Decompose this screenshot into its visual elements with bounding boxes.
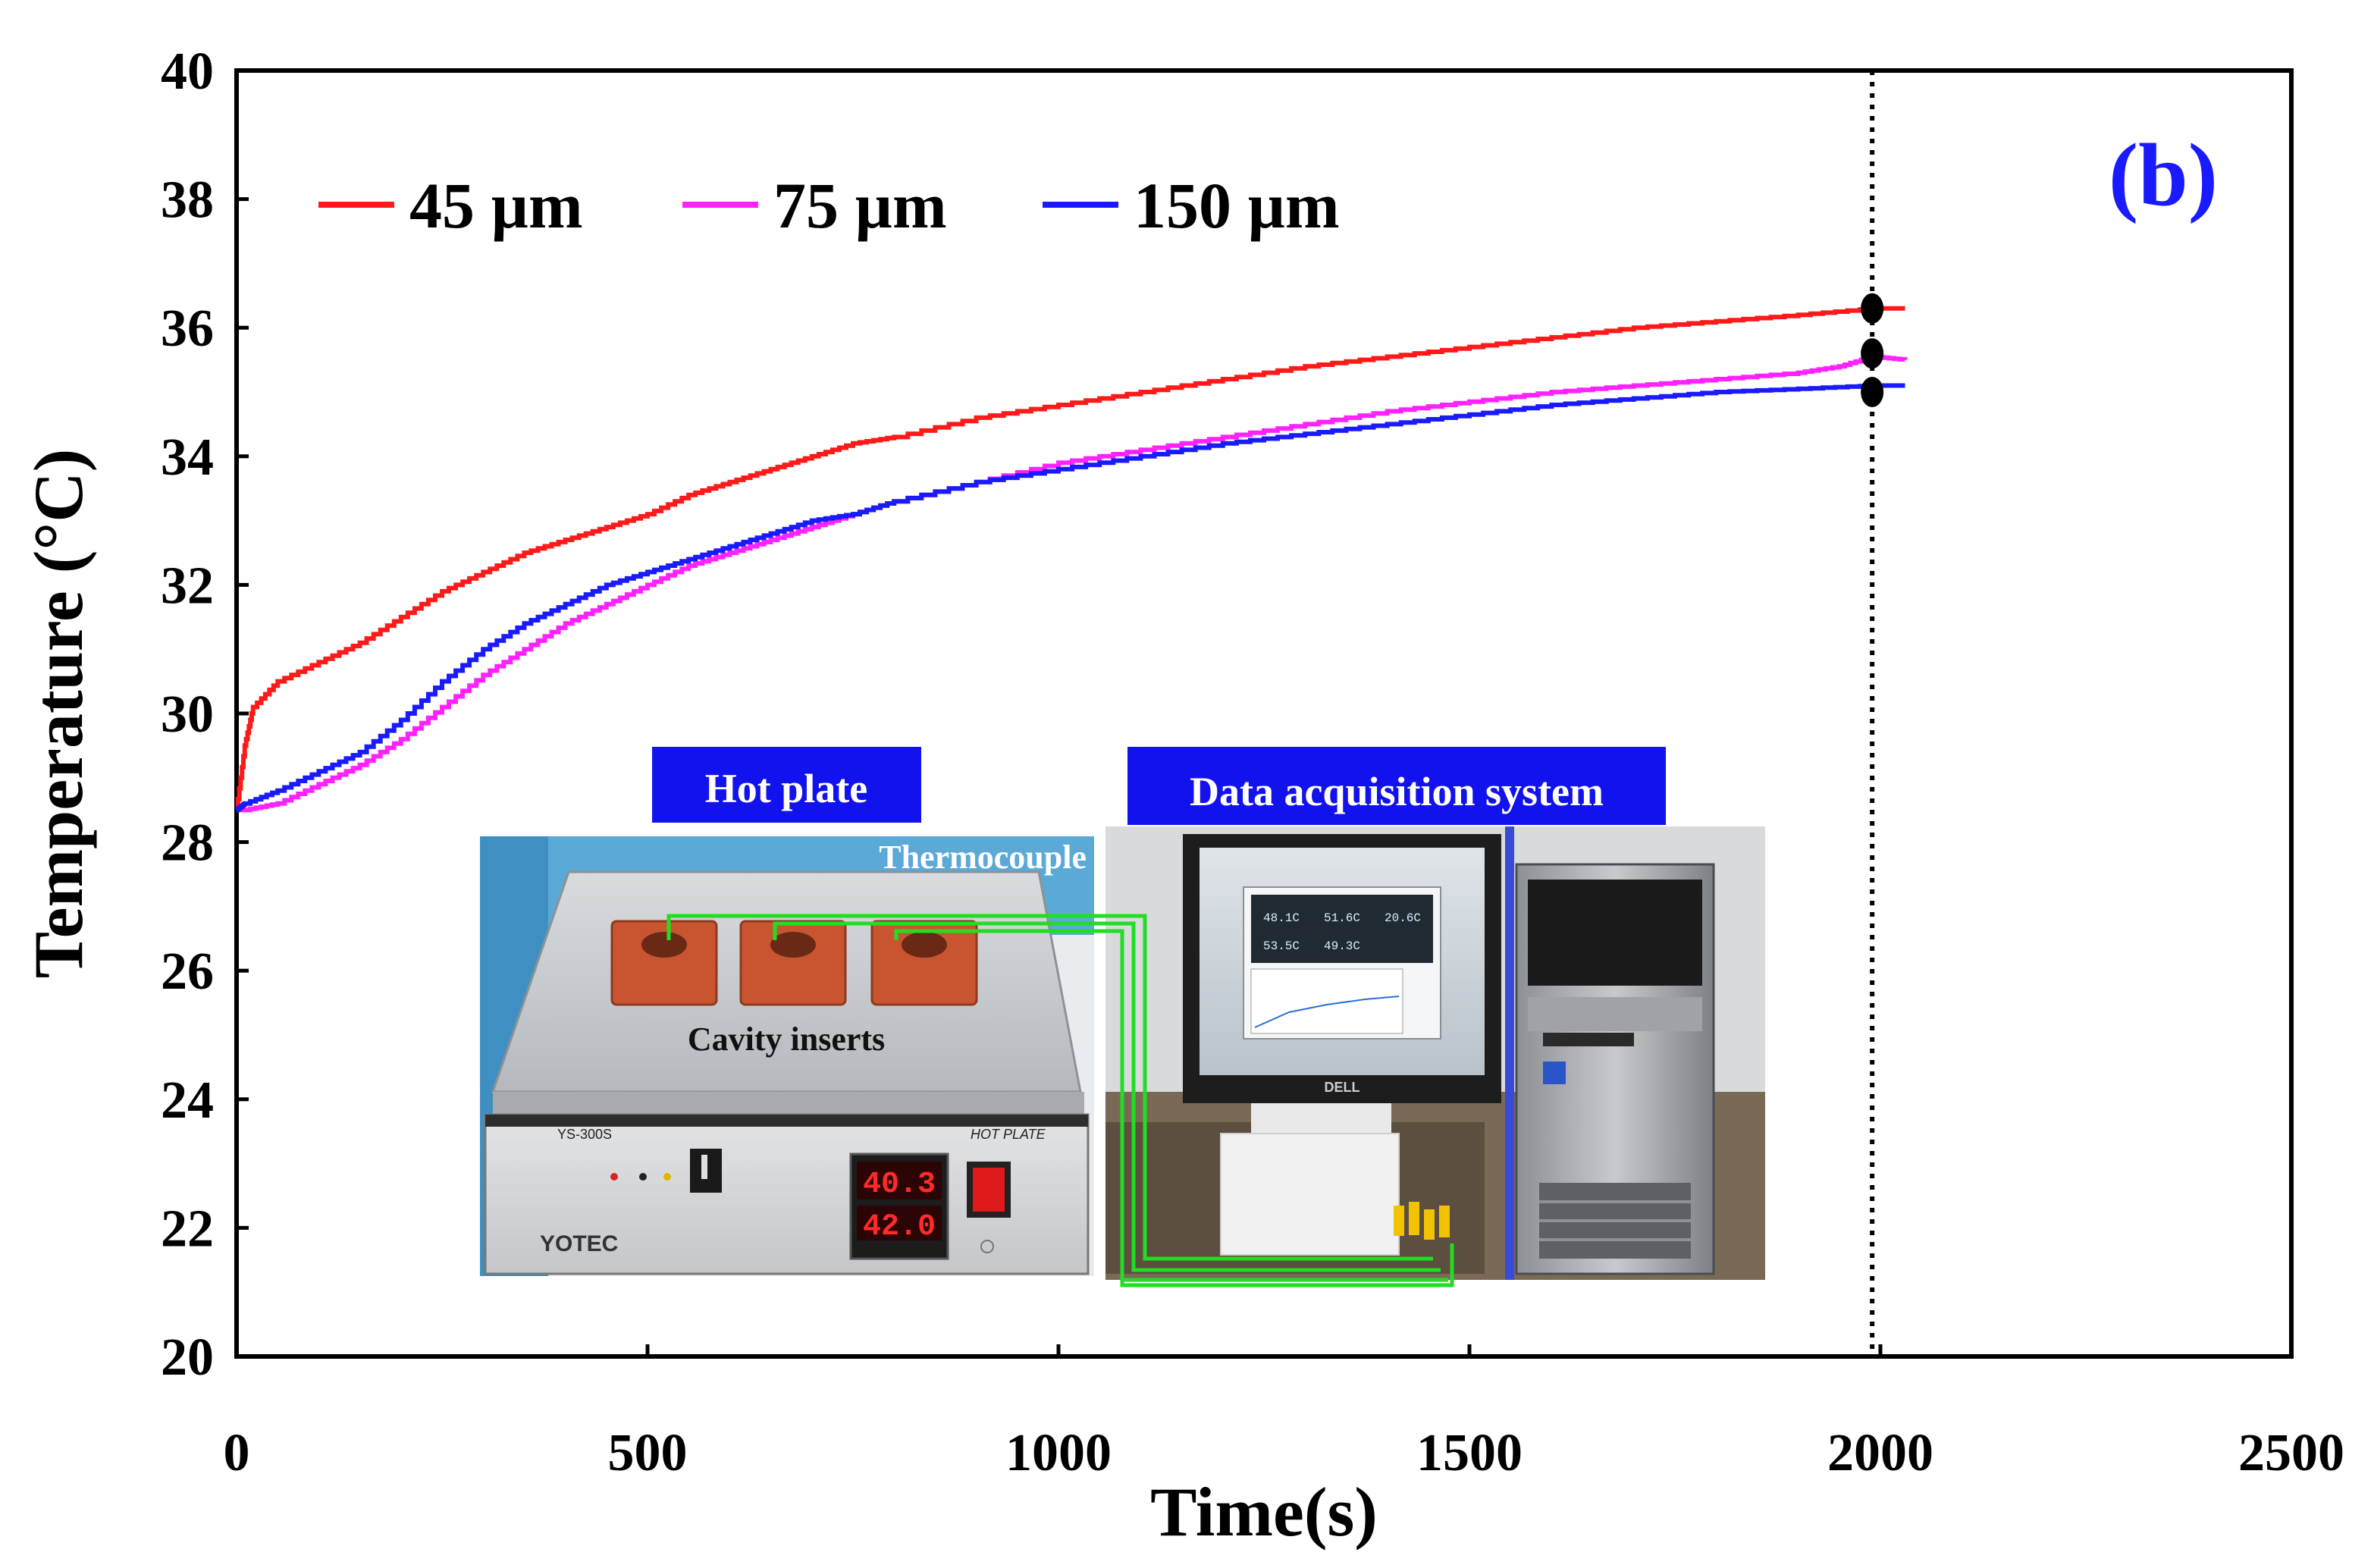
y-tick-label-34: 34 <box>161 428 214 487</box>
legend-label-45um: 45 µm <box>409 169 583 242</box>
legend: 45 µm 75 µm 150 µm <box>318 169 1340 242</box>
x-axis: 0 500 1000 1500 2000 2500 <box>224 1344 2344 1482</box>
cavity-inserts-label: Cavity inserts <box>688 1021 885 1058</box>
device-brand: YOTEC <box>540 1231 618 1256</box>
panel-label: (b) <box>2109 125 2218 224</box>
thermocouple-label: Thermocouple <box>879 839 1087 876</box>
y-tick-label-32: 32 <box>161 557 214 615</box>
x-tick-label-1500: 1500 <box>1416 1424 1523 1482</box>
hot-plate-label: Hot plate <box>705 766 867 811</box>
series-group <box>235 306 1908 813</box>
thermocouple-wires <box>666 914 1454 1287</box>
end-marker-0 <box>1861 293 1884 324</box>
end-marker-2 <box>1861 377 1884 407</box>
y-tick-label-24: 24 <box>161 1071 214 1130</box>
y-tick-label-22: 22 <box>161 1200 214 1258</box>
series-line-1 <box>237 354 1908 813</box>
channel-reading-5: 49.3C <box>1324 939 1360 953</box>
inset-hot-plate: Hot plate YS-300S HOT PLATE YOTEC 40.3 4… <box>480 747 1094 1276</box>
end-markers <box>1861 293 1884 407</box>
end-marker-1 <box>1861 338 1884 369</box>
monitor-brand: DELL <box>1325 1080 1360 1095</box>
channel-reading-2: 51.6C <box>1324 911 1360 925</box>
daq-label-box <box>1127 747 1666 825</box>
y-tick-label-20: 20 <box>161 1328 214 1387</box>
x-tick-label-0: 0 <box>224 1424 250 1482</box>
cavity-inserts <box>610 920 978 1006</box>
x-tick-label-500: 500 <box>608 1424 688 1482</box>
legend-label-150um: 150 µm <box>1134 169 1340 242</box>
x-tick-label-1000: 1000 <box>1005 1424 1112 1482</box>
x-tick-label-2000: 2000 <box>1827 1424 1933 1482</box>
series-line-2 <box>235 383 1905 813</box>
display-pv: 40.3 <box>863 1168 936 1202</box>
y-tick-label-26: 26 <box>161 942 214 1001</box>
daq-label: Data acquisition system <box>1190 769 1604 814</box>
channel-reading-1: 48.1C <box>1263 911 1300 925</box>
y-tick-label-38: 38 <box>161 171 214 230</box>
indicator-light <box>610 1173 618 1181</box>
y-axis: 20 22 24 26 28 30 32 34 36 38 40 <box>161 42 249 1387</box>
series-line-0 <box>235 306 1905 813</box>
y-tick-label-30: 30 <box>161 685 214 744</box>
x-tick-label-2500: 2500 <box>2238 1424 2344 1482</box>
y-tick-label-40: 40 <box>161 42 214 101</box>
y-tick-label-28: 28 <box>161 814 214 873</box>
device-name: HOT PLATE <box>971 1127 1046 1142</box>
inset-data-acquisition: Data acquisition system 48.1C 51.6C 20.6… <box>1105 747 1765 1280</box>
display-sv: 42.0 <box>863 1210 936 1244</box>
x-axis-title: Time(s) <box>1150 1473 1378 1551</box>
device-model: YS-300S <box>557 1127 612 1142</box>
legend-label-75um: 75 µm <box>773 169 947 242</box>
y-tick-label-36: 36 <box>161 299 214 358</box>
channel-reading-3: 20.6C <box>1385 911 1421 925</box>
y-axis-title: Temperature (°C) <box>20 449 97 979</box>
channel-reading-4: 53.5C <box>1263 939 1300 953</box>
hot-plate-label-box <box>652 747 921 823</box>
